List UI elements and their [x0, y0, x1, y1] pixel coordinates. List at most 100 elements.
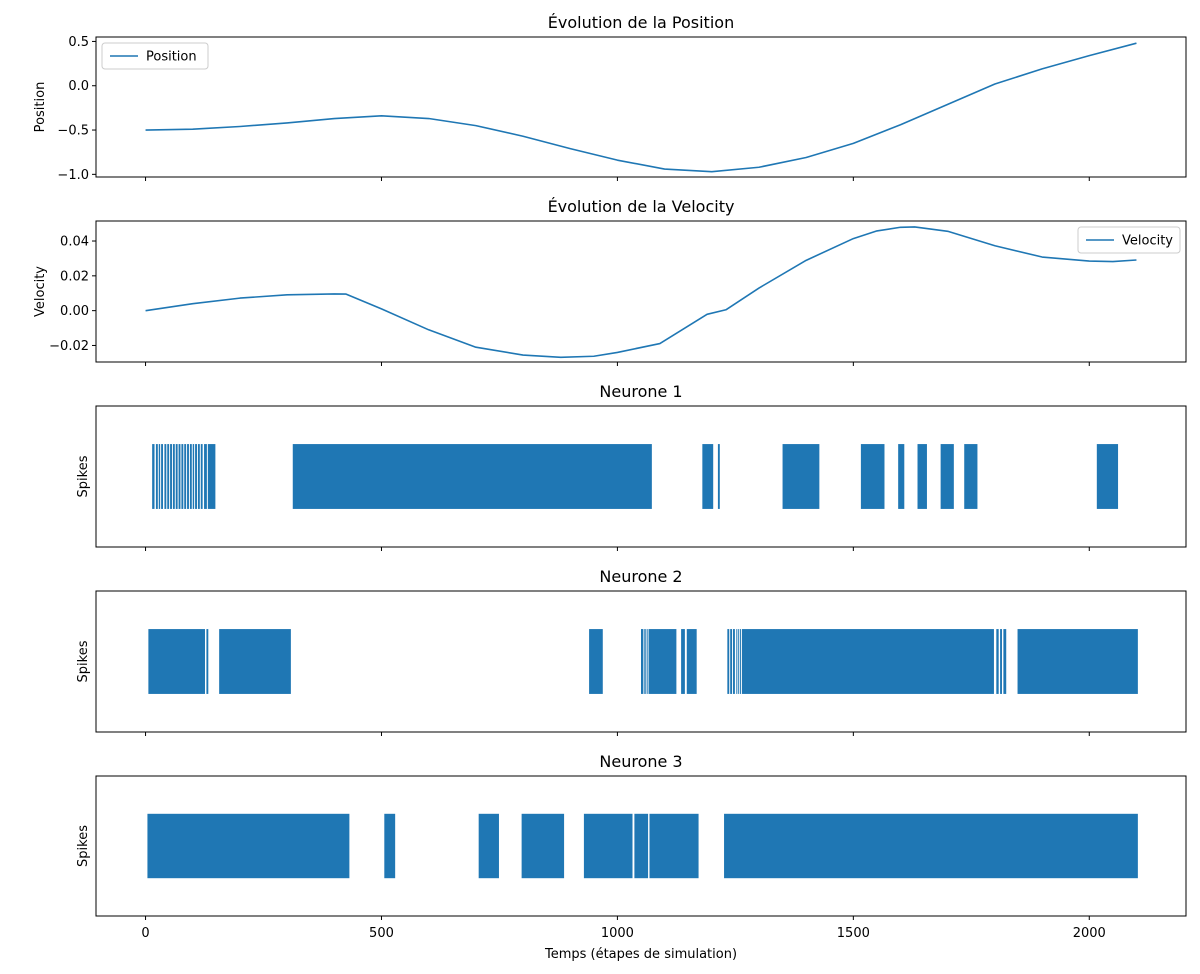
axes-frame [95, 590, 1187, 733]
spike-bar [148, 629, 205, 694]
legend: Velocity [1077, 226, 1181, 254]
y-tick-label: 0.02 [60, 269, 89, 284]
spike-bar [727, 629, 730, 694]
y-axis-label: Position [33, 82, 48, 133]
spike-bar [172, 444, 175, 509]
spike-bar [702, 444, 714, 509]
subplot-4: Neurone 2 Spikes [76, 567, 1187, 736]
x-tick-label: 1000 [601, 926, 634, 941]
spike-bar [192, 444, 195, 509]
legend-box [101, 42, 209, 70]
y-axis-label: Spikes [76, 825, 91, 867]
legend-label: Velocity [1122, 234, 1173, 249]
legend-box [1077, 226, 1181, 254]
y-tick-label: 0.00 [60, 304, 89, 319]
spike-bar [164, 444, 167, 509]
spike-bar [898, 444, 905, 509]
spike-bar [207, 444, 216, 509]
spike-bar [178, 444, 181, 509]
subplot-title: Évolution de la Velocity [548, 197, 735, 216]
spike-bar [184, 444, 187, 509]
y-tick-label: −0.5 [57, 124, 89, 139]
spike-bar [158, 444, 161, 509]
axes-frame [95, 405, 1187, 548]
y-axis-label: Spikes [76, 640, 91, 682]
spike-bar [187, 444, 189, 509]
spike-bar [782, 444, 820, 509]
spike-bar [206, 629, 209, 694]
spike-bar [648, 629, 677, 694]
axes-frame [95, 220, 1187, 363]
spike-bar [204, 444, 207, 509]
spike-bar [200, 444, 203, 509]
spike-bar [917, 444, 927, 509]
spike-bar [155, 444, 158, 509]
subplot-title: Neurone 3 [599, 752, 682, 771]
spike-bar [740, 629, 742, 694]
x-tick-label: 2000 [1073, 926, 1106, 941]
spike-bar [1003, 629, 1007, 694]
series-line-velocity [145, 226, 1137, 359]
legend-label: Position [146, 50, 197, 65]
spike-bar [147, 813, 350, 879]
spike-bar [634, 813, 649, 879]
y-tick-label: 0.5 [68, 35, 89, 50]
spike-bar [717, 444, 720, 509]
spike-bar [644, 629, 646, 694]
spike-bar [733, 629, 735, 694]
spike-bar [195, 444, 197, 509]
spike-bar [521, 813, 565, 879]
spike-bar [686, 629, 697, 694]
spike-bar [170, 444, 172, 509]
spike-bar [964, 444, 978, 509]
spike-bar [996, 629, 999, 694]
spike-bar [1017, 629, 1138, 694]
spike-bar [1000, 629, 1002, 694]
subplot-5: Neurone 3 Spikes 0 500 1000 1500 2000 Temps (ét… [76, 752, 1187, 962]
y-tick-label: −1.0 [57, 168, 89, 183]
spike-bar [478, 813, 499, 879]
spike-bar [681, 629, 685, 694]
spike-bar [589, 629, 603, 694]
subplot-title: Neurone 2 [599, 567, 682, 586]
axes-frame [95, 775, 1187, 917]
axes-frame [95, 36, 1187, 178]
spike-bar [292, 444, 652, 509]
spike-bar [724, 813, 1138, 879]
spike-bar [181, 444, 184, 509]
spike-bar [736, 629, 738, 694]
x-tick-label: 1500 [837, 926, 870, 941]
legend: Position [101, 42, 209, 70]
spike-bar [583, 813, 633, 879]
subplot-2: Évolution de la Velocity Velocity 0.04 0.02… [33, 197, 1187, 366]
y-tick-label: 0.0 [68, 79, 89, 94]
spike-bar [741, 629, 994, 694]
x-axis-label: Temps (étapes de simulation) [544, 947, 737, 962]
y-tick-label: 0.04 [60, 235, 89, 250]
spike-bar [1096, 444, 1119, 509]
subplot-1: Évolution de la Position Position 0.5 0.0 −0… [33, 13, 1187, 183]
x-tick-label: 0 [141, 926, 149, 941]
spike-bar [730, 629, 733, 694]
spike-bar [189, 444, 192, 509]
spike-bar [197, 444, 200, 509]
spike-bar [175, 444, 178, 509]
y-tick-label: −0.02 [49, 339, 89, 354]
spike-bar [646, 629, 648, 694]
subplot-3: Neurone 1 Spikes [76, 382, 1187, 551]
series-line-position [145, 42, 1137, 173]
subplot-title: Neurone 1 [599, 382, 682, 401]
spike-bar [219, 629, 291, 694]
spike-bar [940, 444, 954, 509]
spike-bar [649, 813, 699, 879]
y-axis-label: Spikes [76, 455, 91, 497]
spike-bar [152, 444, 155, 509]
spike-bar [738, 629, 740, 694]
spike-bar [641, 629, 644, 694]
y-axis-label: Velocity [33, 266, 48, 317]
spike-bar [860, 444, 885, 509]
spike-bar [161, 444, 164, 509]
x-tick-label: 500 [369, 926, 394, 941]
subplot-title: Évolution de la Position [548, 13, 734, 32]
